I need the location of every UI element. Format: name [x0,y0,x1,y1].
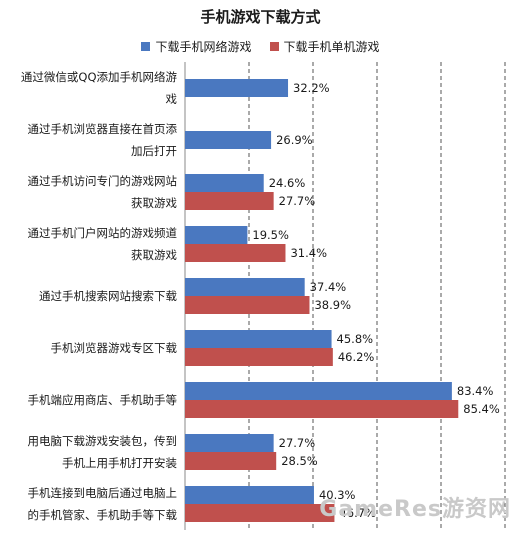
data-label: 19.5% [252,228,289,242]
bar [185,382,452,400]
legend-swatch-offline [269,42,279,51]
watermark: GameRes游资网 [319,497,511,522]
data-label: 24.6% [269,176,306,190]
data-label: 46.2% [338,350,375,364]
data-label: 31.4% [290,246,327,260]
bar [185,278,305,296]
bar [185,244,286,262]
category-label: 通过手机门户网站的游戏频道 [28,226,178,240]
data-label: 38.9% [314,298,351,312]
data-label: 32.2% [293,81,330,95]
category-label: 获取游戏 [131,248,177,262]
legend-label-offline: 下载手机单机游戏 [283,40,380,54]
category-label: 通过手机搜索网站搜索下载 [39,289,177,303]
bar [185,504,335,522]
bar [185,192,274,210]
category-label: 通过微信或QQ添加手机网络游 [21,70,178,84]
bar [185,400,459,418]
legend-swatch-online [141,42,151,51]
data-label: 83.4% [457,384,494,398]
data-label: 26.9% [276,133,313,147]
legend-item-online: 下载手机网络游戏 [141,38,252,55]
bar [185,486,314,504]
category-label: 手机端应用商店、手机助手等 [28,393,178,407]
bar [185,452,277,470]
data-label: 37.4% [310,280,347,294]
category-label: 用电脑下载游戏安装包，传到 [28,434,178,448]
data-label: 27.7% [279,436,316,450]
category-label: 加后打开 [131,144,177,158]
data-label: 27.7% [279,194,316,208]
category-label: 手机浏览器游戏专区下载 [51,341,178,355]
bar [185,131,272,149]
legend-item-offline: 下载手机单机游戏 [269,38,380,55]
category-label: 通过手机浏览器直接在首页添 [28,122,178,136]
data-label: 46.7% [339,506,376,520]
data-label: 85.4% [463,402,500,416]
category-label: 的手机管家、手机助手等下载 [28,508,178,522]
category-label: 手机连接到电脑后通过电脑上 [28,486,178,500]
bar [185,296,310,314]
bar [185,348,333,366]
data-label: 45.8% [337,332,374,346]
legend: 下载手机网络游戏 下载手机单机游戏 [0,38,521,55]
category-label: 获取游戏 [131,196,177,210]
chart-title: 手机游戏下载方式 [200,8,321,26]
bar [185,330,332,348]
bar [185,226,248,244]
category-label: 手机上用手机打开安装 [62,456,177,470]
category-label: 戏 [166,92,178,106]
data-label: 28.5% [281,454,318,468]
bar [185,79,289,97]
bar [185,174,264,192]
legend-label-online: 下载手机网络游戏 [155,40,252,54]
data-label: 40.3% [319,488,356,502]
category-label: 通过手机访问专门的游戏网站 [28,174,178,188]
bar [185,434,274,452]
